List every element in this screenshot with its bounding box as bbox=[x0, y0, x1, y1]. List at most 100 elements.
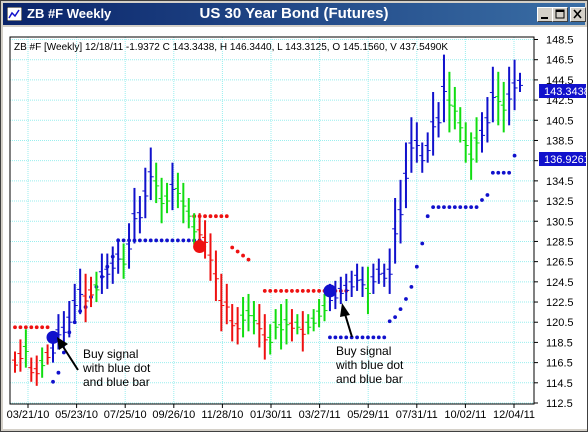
blue-dot bbox=[376, 335, 381, 340]
blue-dot bbox=[452, 205, 457, 210]
title-bar[interactable]: ZB #F Weekly US 30 Year Bond (Futures) bbox=[3, 3, 586, 25]
red-dot bbox=[290, 289, 294, 293]
blue-dot bbox=[165, 238, 169, 243]
blue-dot bbox=[512, 153, 517, 158]
x-tick-label: 10/02/11 bbox=[444, 409, 486, 421]
red-dot bbox=[317, 289, 321, 293]
price-label-current-bg bbox=[539, 84, 586, 98]
ohlc-bars bbox=[12, 54, 523, 386]
x-tick-label: 01/30/11 bbox=[250, 409, 292, 421]
red-dot bbox=[268, 289, 273, 293]
plot-frame bbox=[9, 36, 535, 405]
red-signal-dot bbox=[193, 239, 207, 253]
blue-signal-dot bbox=[323, 284, 337, 298]
red-dot bbox=[262, 289, 267, 293]
blue-dot bbox=[181, 238, 186, 243]
y-tick-label: 118.5 bbox=[546, 337, 573, 349]
x-tick-label: 09/26/10 bbox=[152, 409, 195, 421]
blue-dot bbox=[143, 238, 148, 243]
annotation-1-arrow bbox=[61, 344, 79, 371]
red-dot bbox=[208, 214, 213, 219]
red-dot bbox=[224, 214, 229, 219]
x-axis-labels: 03/21/10 05/23/10 07/25/10 09/26/10 11/28/10… bbox=[7, 404, 535, 421]
blue-dot bbox=[507, 170, 512, 175]
blue-dot bbox=[387, 319, 392, 324]
annotation-2-line-2: with blue dot bbox=[335, 358, 404, 372]
window-title: ZB #F Weekly bbox=[27, 6, 112, 21]
blue-dot bbox=[420, 241, 425, 246]
x-tick-label: 07/31/11 bbox=[396, 409, 438, 421]
blue-dot bbox=[56, 370, 61, 375]
red-dot bbox=[306, 289, 311, 293]
red-dot bbox=[45, 325, 50, 330]
annotation-1-arrowhead bbox=[57, 337, 68, 350]
y-tick-label: 128.5 bbox=[546, 236, 574, 248]
blue-dot bbox=[458, 205, 463, 210]
minimize-button[interactable] bbox=[537, 7, 553, 22]
blue-dot bbox=[382, 335, 387, 340]
chart-background bbox=[3, 27, 587, 429]
blue-signal-dot bbox=[46, 330, 60, 344]
red-dot bbox=[40, 325, 45, 330]
annotation-2-line-1: Buy signal bbox=[336, 344, 391, 358]
y-tick-label: 116.5 bbox=[546, 358, 573, 370]
blue-dot bbox=[463, 205, 468, 210]
price-chart[interactable]: ZB #F [Weekly] 12/18/11 -1.9372 C 143.34… bbox=[3, 27, 587, 429]
x-tick-label: 05/23/10 bbox=[55, 409, 98, 421]
blue-dot bbox=[148, 238, 153, 243]
red-dot bbox=[203, 214, 207, 219]
y-tick-label: 142.5 bbox=[546, 95, 574, 107]
red-dot bbox=[18, 325, 23, 330]
blue-dot bbox=[474, 205, 479, 210]
blue-dot bbox=[469, 205, 474, 210]
y-tick-label: 126.5 bbox=[546, 257, 574, 269]
y-tick-label: 130.5 bbox=[546, 216, 574, 228]
red-dot bbox=[284, 289, 289, 293]
red-dot bbox=[29, 325, 34, 330]
x-tick-label: 11/28/10 bbox=[201, 409, 243, 421]
blue-dot bbox=[414, 264, 419, 269]
blue-dot bbox=[137, 238, 142, 243]
y-tick-label: 144.5 bbox=[546, 75, 574, 87]
blue-dot bbox=[442, 205, 446, 210]
blue-dot bbox=[338, 335, 343, 340]
annotation-1-line-3: and blue bar bbox=[83, 375, 150, 389]
annotation-1-line-1: Buy signal bbox=[83, 347, 138, 361]
red-dot bbox=[279, 289, 283, 293]
close-icon bbox=[573, 9, 582, 19]
red-dot bbox=[13, 325, 17, 330]
blue-dot bbox=[51, 379, 55, 384]
blue-dot bbox=[72, 320, 77, 325]
annotation-1-line-2: with blue dot bbox=[82, 361, 151, 375]
annotation-2-arrowhead bbox=[340, 303, 350, 317]
red-dot bbox=[23, 325, 28, 330]
blue-dot bbox=[333, 335, 338, 340]
red-dot-series bbox=[13, 214, 349, 330]
blue-dot bbox=[344, 335, 349, 340]
chart-app-icon bbox=[7, 7, 22, 21]
close-button[interactable] bbox=[570, 7, 586, 22]
blue-dot bbox=[328, 335, 332, 340]
x-tick-label: 12/04/11 bbox=[493, 409, 535, 421]
blue-dot bbox=[170, 238, 175, 243]
red-dot bbox=[246, 257, 251, 262]
red-dot bbox=[219, 214, 224, 219]
blue-dot bbox=[121, 238, 126, 243]
minimize-icon bbox=[541, 17, 548, 19]
y-tick-label: 132.5 bbox=[546, 196, 574, 208]
blue-dot bbox=[409, 284, 414, 289]
y-tick-label: 112.5 bbox=[546, 398, 573, 410]
y-tick-label: 114.5 bbox=[546, 378, 573, 390]
blue-dot bbox=[496, 170, 501, 175]
blue-dot bbox=[490, 170, 495, 175]
red-dot bbox=[34, 325, 39, 330]
chart-title: US 30 Year Bond (Futures) bbox=[199, 5, 389, 22]
blue-dot bbox=[355, 335, 359, 340]
maximize-button[interactable] bbox=[552, 7, 568, 22]
blue-dot bbox=[447, 205, 452, 210]
blue-dot bbox=[360, 335, 365, 340]
x-tick-label: 07/25/10 bbox=[104, 409, 147, 421]
red-dot bbox=[300, 289, 305, 293]
y-tick-label: 124.5 bbox=[546, 277, 574, 289]
